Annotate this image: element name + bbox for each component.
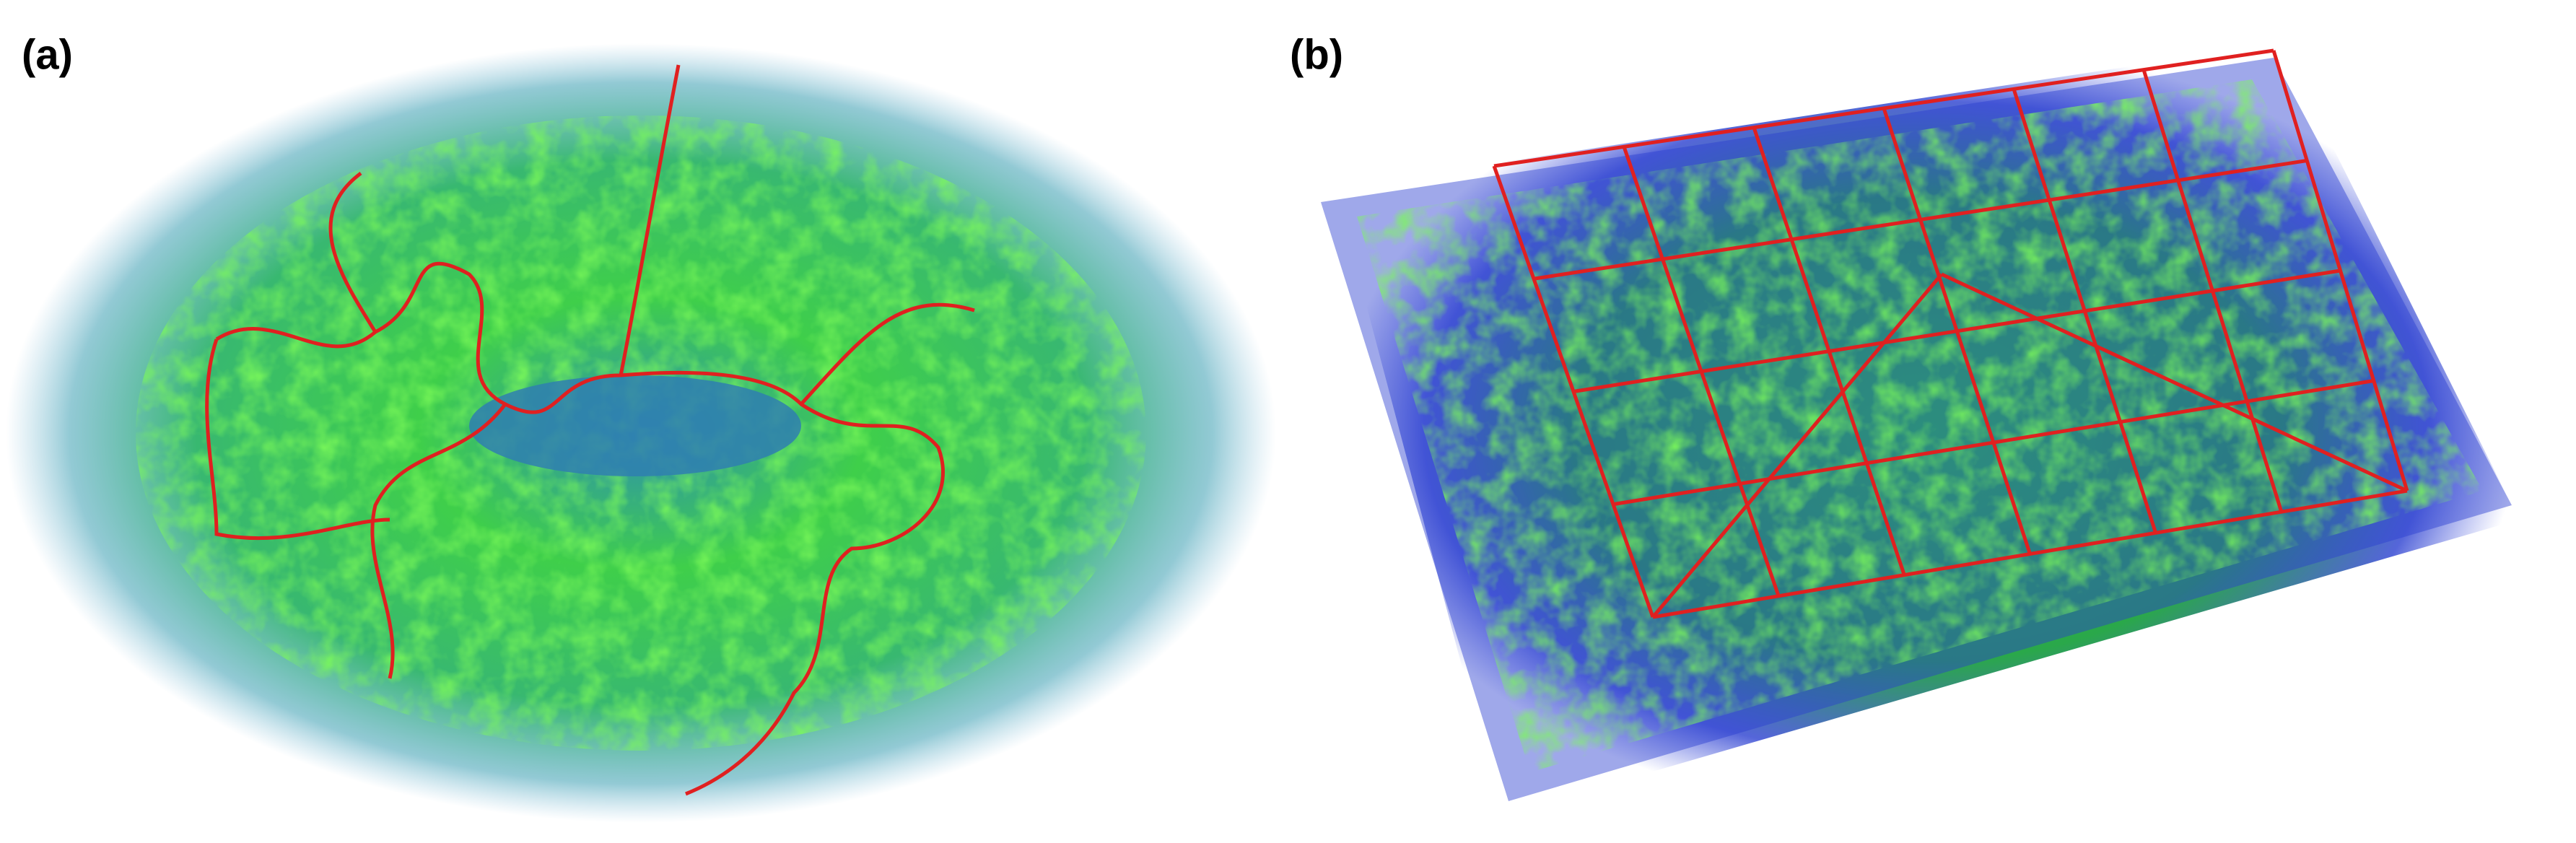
flight-line <box>1652 489 2408 619</box>
flight-line <box>1493 48 2274 168</box>
trajectory <box>205 64 975 796</box>
flight-line <box>1612 379 2375 507</box>
panel-label: (a) <box>22 31 73 78</box>
flight-line <box>1651 273 1943 619</box>
panel-label: (b) <box>1290 31 1343 78</box>
panel-b: (b) <box>1290 31 2519 816</box>
flight-line <box>1533 159 2308 281</box>
flight-line <box>1940 272 2409 493</box>
panel-a: (a) <box>6 31 1276 823</box>
flight-line <box>1573 268 2341 393</box>
clearing <box>469 375 801 476</box>
flight-grid <box>1492 48 2409 619</box>
